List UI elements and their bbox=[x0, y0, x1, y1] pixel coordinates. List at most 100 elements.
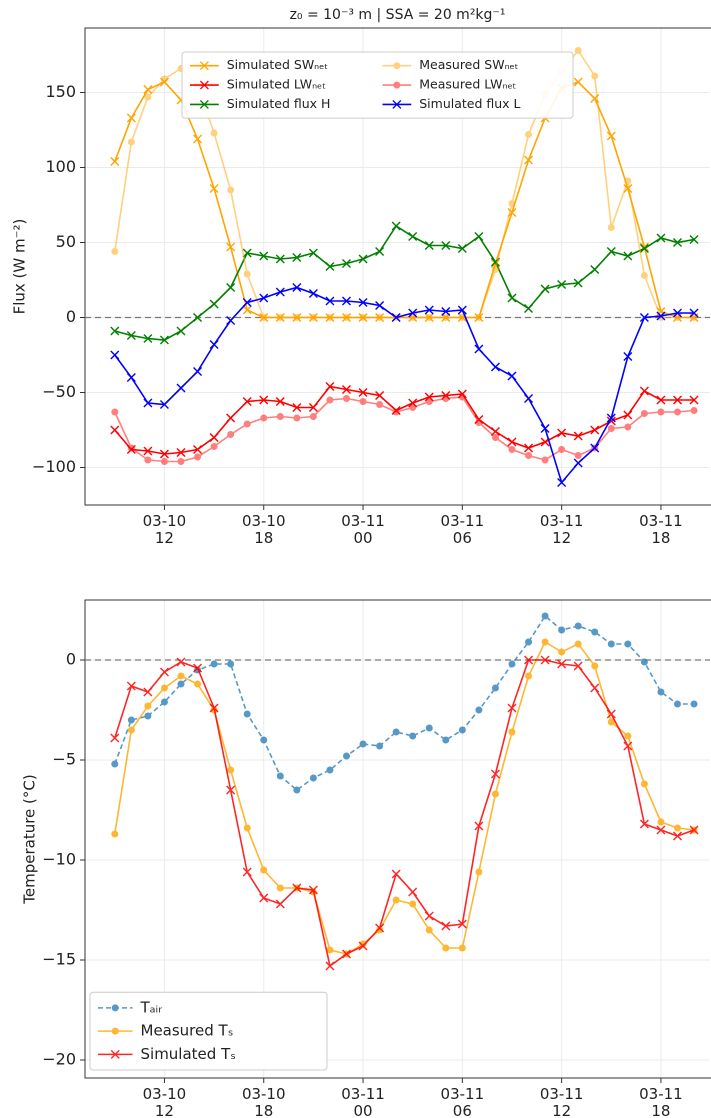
marker bbox=[392, 728, 400, 736]
marker bbox=[689, 395, 699, 405]
marker bbox=[326, 766, 334, 774]
marker bbox=[557, 659, 567, 669]
marker bbox=[144, 702, 152, 710]
marker bbox=[160, 684, 168, 692]
marker bbox=[424, 911, 434, 921]
marker bbox=[656, 825, 666, 835]
y-axis-label: Flux (W m⁻²) bbox=[11, 219, 29, 315]
marker bbox=[226, 283, 236, 292]
marker bbox=[574, 622, 582, 630]
marker bbox=[292, 253, 302, 262]
marker bbox=[209, 433, 219, 442]
marker bbox=[672, 308, 682, 318]
marker bbox=[475, 706, 483, 714]
legend-marker bbox=[199, 80, 209, 90]
legend-symbol bbox=[382, 81, 412, 89]
y-tick-label: −20 bbox=[42, 1050, 76, 1069]
marker bbox=[392, 896, 400, 904]
legend-symbol bbox=[382, 99, 412, 109]
marker bbox=[259, 293, 269, 303]
marker bbox=[656, 233, 666, 243]
marker bbox=[573, 278, 583, 288]
marker bbox=[325, 961, 335, 971]
marker bbox=[292, 283, 302, 292]
marker bbox=[358, 254, 368, 264]
series-line bbox=[113, 49, 695, 319]
marker bbox=[573, 431, 583, 441]
y-tick-label: 50 bbox=[56, 232, 76, 251]
marker bbox=[159, 400, 169, 409]
marker bbox=[557, 428, 567, 438]
legend-symbol bbox=[382, 62, 412, 70]
marker bbox=[590, 683, 600, 693]
marker bbox=[409, 404, 417, 411]
marker bbox=[672, 831, 682, 841]
marker bbox=[176, 448, 186, 457]
legend-label: Simulated flux L bbox=[419, 96, 520, 111]
marker bbox=[640, 658, 648, 666]
legend-marker bbox=[392, 99, 402, 109]
marker bbox=[408, 887, 418, 897]
marker bbox=[144, 93, 152, 101]
series-line bbox=[114, 286, 695, 485]
marker bbox=[144, 712, 152, 720]
marker bbox=[491, 684, 499, 692]
marker bbox=[457, 244, 467, 253]
marker bbox=[689, 235, 699, 244]
series-line bbox=[114, 224, 695, 341]
marker bbox=[376, 314, 384, 321]
marker bbox=[243, 710, 251, 718]
x-tick-label: 03-11 06 bbox=[440, 512, 485, 547]
marker bbox=[111, 830, 119, 838]
y-axis-label: Temperature (°C) bbox=[21, 774, 39, 904]
marker bbox=[606, 131, 616, 141]
marker bbox=[607, 640, 615, 648]
marker bbox=[276, 314, 284, 321]
series-line bbox=[114, 385, 695, 455]
marker bbox=[308, 403, 318, 412]
marker bbox=[640, 272, 648, 279]
marker bbox=[623, 184, 633, 193]
y-tick-label: −5 bbox=[52, 750, 76, 769]
legend-marker bbox=[111, 1004, 119, 1012]
marker bbox=[491, 434, 499, 441]
marker bbox=[275, 899, 285, 909]
legend-marker bbox=[393, 62, 401, 70]
marker bbox=[490, 769, 500, 779]
marker bbox=[574, 452, 582, 459]
marker bbox=[425, 724, 433, 732]
marker bbox=[424, 305, 434, 315]
marker bbox=[525, 452, 533, 459]
marker bbox=[126, 331, 136, 340]
marker bbox=[326, 946, 334, 954]
y-tick-label: −100 bbox=[32, 457, 76, 476]
marker bbox=[391, 313, 401, 322]
marker bbox=[293, 786, 301, 794]
marker bbox=[540, 284, 550, 294]
marker bbox=[309, 314, 317, 321]
legend-marker bbox=[393, 81, 401, 89]
marker bbox=[308, 248, 318, 258]
x-tick-label: 03-10 18 bbox=[241, 1085, 286, 1118]
marker bbox=[176, 657, 186, 667]
legend-symbol bbox=[190, 80, 219, 90]
marker bbox=[358, 298, 368, 307]
marker bbox=[607, 718, 615, 726]
marker bbox=[160, 458, 168, 465]
marker bbox=[475, 314, 483, 321]
marker bbox=[458, 726, 466, 734]
marker bbox=[524, 443, 534, 453]
marker bbox=[226, 316, 236, 325]
legend-symbol bbox=[98, 1049, 133, 1059]
marker bbox=[325, 296, 335, 306]
marker bbox=[540, 655, 550, 665]
marker bbox=[110, 157, 120, 166]
marker bbox=[194, 680, 202, 688]
marker bbox=[227, 660, 235, 668]
marker bbox=[342, 752, 350, 760]
series bbox=[110, 221, 699, 345]
x-tick-label: 03-11 18 bbox=[639, 512, 683, 547]
legend-label: Measured LWₙₑₜ bbox=[419, 77, 516, 92]
marker bbox=[309, 774, 317, 782]
